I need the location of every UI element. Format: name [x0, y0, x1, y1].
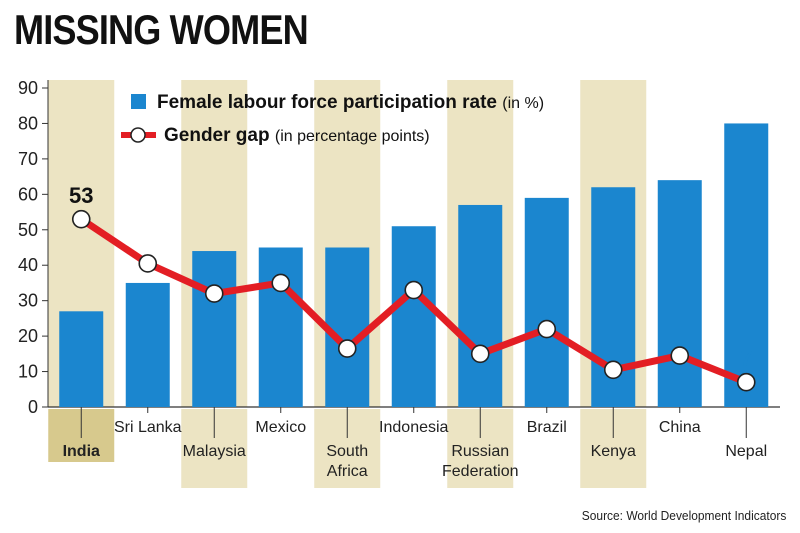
bar-brazil: [524, 197, 569, 407]
data-label-nepal: 7: [740, 346, 752, 371]
y-tick-label-20: 20: [18, 326, 38, 346]
bar-south-africa: [325, 247, 370, 407]
gender-gap-point-mexico: [271, 273, 291, 293]
gender-gap-point-nepal: [736, 372, 756, 392]
legend-line-marker: [130, 127, 146, 143]
bar-sri-lanka: [125, 282, 170, 407]
gender-gap-point-sri-lanka: [138, 254, 158, 273]
legend-line-label: Gender gap (in percentage points): [164, 125, 430, 146]
gender-gap-point-south-africa: [337, 339, 357, 358]
gender-gap-point-russian-federation: [470, 344, 490, 364]
category-label-malaysia: Malaysia: [183, 443, 246, 460]
gender-gap-point-india: [71, 209, 91, 229]
bar-mexico: [258, 247, 303, 407]
legend-bar-label: Female labour force participation rate (…: [157, 92, 544, 113]
bar-china: [657, 180, 702, 407]
category-label-china: China: [659, 419, 701, 436]
gender-gap-point-brazil: [537, 319, 557, 339]
category-label-indonesia: Indonesia: [379, 419, 448, 436]
category-label-south-africa-2: Africa: [327, 463, 368, 480]
legend-bar-unit: (in %): [502, 95, 544, 112]
category-label-brazil: Brazil: [527, 419, 567, 436]
chart-title: MISSING WOMEN: [14, 6, 309, 53]
y-tick-label-90: 90: [18, 78, 38, 98]
category-label-nepal: Nepal: [725, 443, 767, 460]
category-label-india: India: [63, 443, 100, 460]
y-tick-label-60: 60: [18, 184, 38, 204]
y-tick-label-40: 40: [18, 255, 38, 275]
bar-russian-federation: [458, 204, 503, 407]
gender-gap-point-malaysia: [204, 284, 224, 303]
data-label-india: 53: [69, 183, 93, 208]
y-tick-label-80: 80: [18, 113, 38, 133]
category-label-sri-lanka: Sri Lanka: [114, 419, 182, 436]
y-tick-label-0: 0: [28, 397, 38, 417]
bar-malaysia: [192, 251, 237, 407]
category-label-russian-federation-2: Federation: [442, 463, 519, 480]
gender-gap-point-indonesia: [404, 280, 424, 300]
legend: Female labour force participation rate (…: [121, 92, 544, 146]
legend-line-unit: (in percentage points): [275, 128, 430, 145]
bar-nepal: [724, 123, 769, 407]
category-label-mexico: Mexico: [255, 419, 306, 436]
gender-gap-point-china: [670, 346, 690, 365]
category-label-kenya: Kenya: [591, 443, 636, 460]
y-tick-label-10: 10: [18, 362, 38, 382]
category-label-russian-federation-1: Russian: [451, 443, 509, 460]
legend-bar-swatch: [131, 94, 146, 109]
source-note: Source: World Development Indicators: [581, 508, 786, 523]
bar-series: [59, 123, 769, 407]
y-tick-label-30: 30: [18, 291, 38, 311]
gender-gap-point-kenya: [603, 360, 623, 380]
bar-indonesia: [391, 226, 436, 407]
bar-india: [59, 311, 104, 407]
y-tick-label-50: 50: [18, 220, 38, 240]
category-label-south-africa-1: South: [326, 443, 368, 460]
gender-gap-line-series: 53 7: [69, 183, 756, 392]
y-tick-label-70: 70: [18, 149, 38, 169]
